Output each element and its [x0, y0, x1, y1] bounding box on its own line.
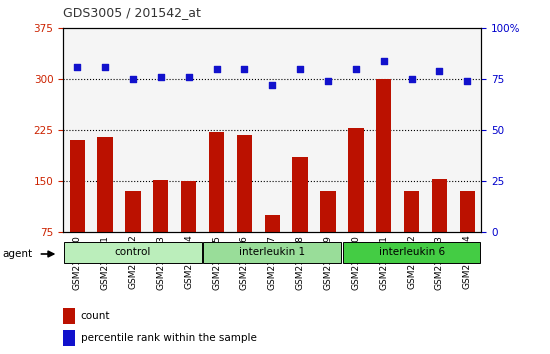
Point [407, 76, 416, 82]
Bar [125, 191, 141, 283]
Point [435, 68, 444, 74]
Point [463, 79, 472, 84]
Point [240, 66, 249, 72]
Bar [348, 128, 364, 283]
Bar [97, 137, 113, 283]
Point [212, 66, 221, 72]
Point [268, 82, 277, 88]
Point [101, 64, 109, 70]
Point [351, 66, 360, 72]
Bar [320, 191, 336, 283]
Bar [181, 181, 196, 283]
FancyBboxPatch shape [343, 242, 480, 263]
Bar [432, 179, 447, 283]
Bar [63, 308, 75, 324]
Point [379, 58, 388, 64]
Bar [376, 79, 392, 283]
Point [156, 74, 165, 80]
Bar [63, 330, 75, 346]
Bar [153, 179, 168, 283]
Bar [293, 157, 308, 283]
Text: interleukin 1: interleukin 1 [239, 247, 305, 257]
Text: GDS3005 / 201542_at: GDS3005 / 201542_at [63, 6, 201, 19]
Bar [404, 191, 419, 283]
FancyBboxPatch shape [204, 242, 341, 263]
Bar [265, 215, 280, 283]
Text: control: control [115, 247, 151, 257]
Text: interleukin 6: interleukin 6 [378, 247, 444, 257]
Bar [209, 132, 224, 283]
Point [73, 64, 81, 70]
Point [129, 76, 138, 82]
Text: agent: agent [3, 249, 33, 259]
Bar [236, 135, 252, 283]
Point [184, 74, 193, 80]
Point [296, 66, 305, 72]
Text: count: count [81, 311, 111, 321]
Point [323, 79, 332, 84]
Bar [460, 191, 475, 283]
Text: percentile rank within the sample: percentile rank within the sample [81, 333, 257, 343]
FancyBboxPatch shape [64, 242, 202, 263]
Bar [69, 140, 85, 283]
